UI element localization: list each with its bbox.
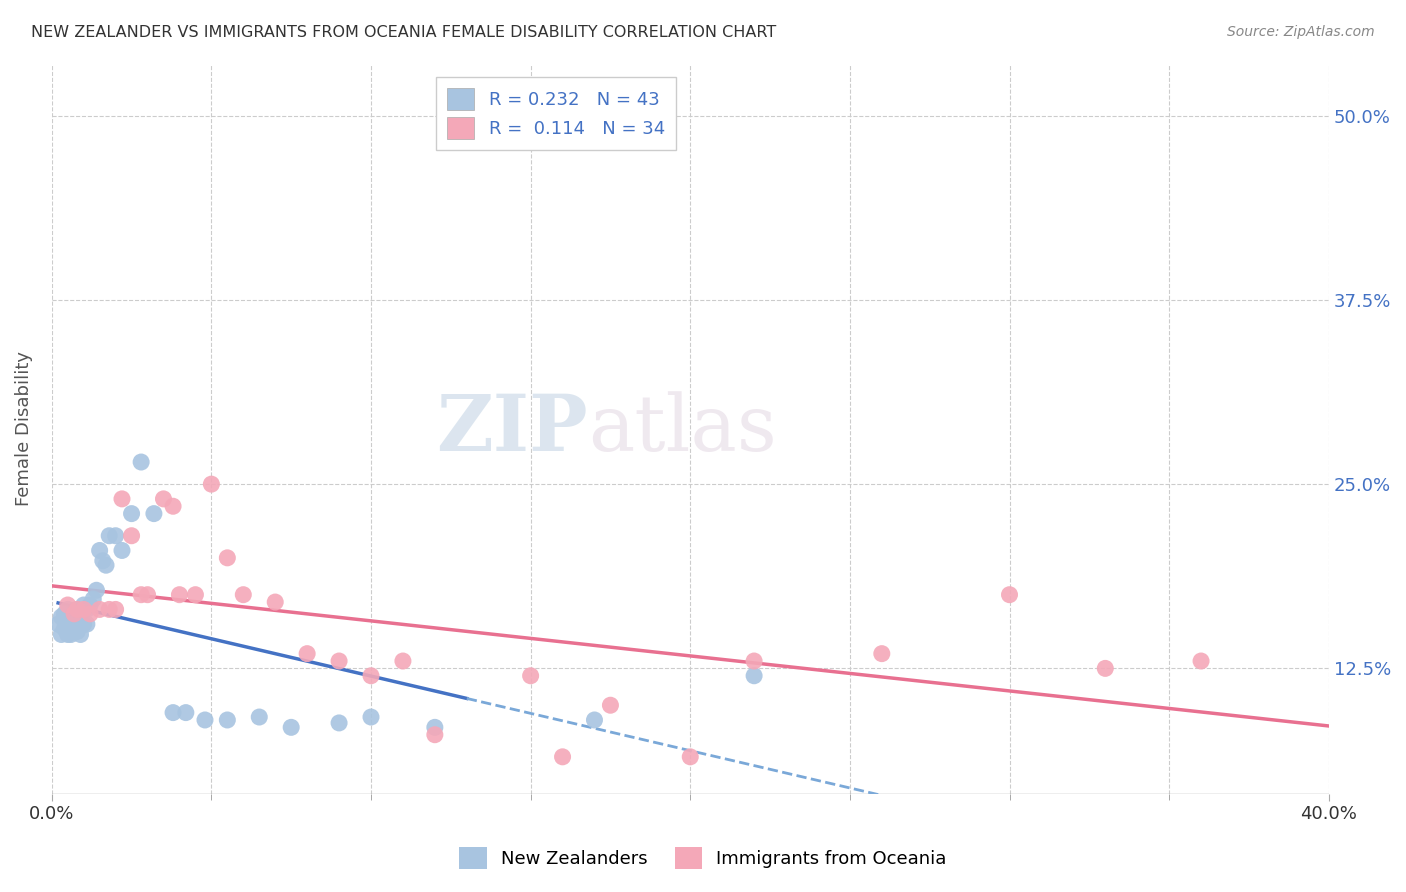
Legend: New Zealanders, Immigrants from Oceania: New Zealanders, Immigrants from Oceania: [450, 838, 956, 879]
Point: [104, 529, 127, 543]
Point: [1189, 654, 1212, 668]
Point: [79, 598, 101, 612]
Point: [998, 588, 1021, 602]
Point: [1094, 661, 1116, 675]
Point: [66, 602, 89, 616]
Point: [98, 602, 121, 616]
Point: [295, 647, 318, 661]
Text: ZIP: ZIP: [436, 391, 588, 467]
Text: NEW ZEALANDER VS IMMIGRANTS FROM OCEANIA FEMALE DISABILITY CORRELATION CHART: NEW ZEALANDER VS IMMIGRANTS FROM OCEANIA…: [31, 25, 776, 40]
Point: [328, 654, 350, 668]
Point: [280, 720, 302, 734]
Point: [392, 654, 415, 668]
Point: [217, 713, 239, 727]
Point: [91, 554, 114, 568]
Point: [152, 491, 174, 506]
Point: [73, 598, 96, 612]
Point: [232, 588, 254, 602]
Point: [111, 491, 134, 506]
Point: [89, 602, 111, 616]
Point: [56, 617, 79, 632]
Point: [82, 592, 104, 607]
Point: [69, 609, 91, 624]
Point: [51, 609, 73, 624]
Point: [174, 706, 197, 720]
Point: [162, 706, 184, 720]
Point: [136, 588, 159, 602]
Text: atlas: atlas: [588, 391, 778, 467]
Point: [184, 588, 207, 602]
Point: [89, 543, 111, 558]
Point: [742, 669, 765, 683]
Point: [66, 624, 89, 639]
Point: [679, 749, 702, 764]
Point: [583, 713, 606, 727]
Point: [59, 613, 82, 627]
Point: [79, 607, 101, 621]
Point: [169, 588, 191, 602]
Point: [53, 622, 76, 636]
Point: [129, 455, 152, 469]
Point: [217, 550, 239, 565]
Point: [264, 595, 287, 609]
Point: [360, 669, 382, 683]
Point: [200, 477, 222, 491]
Point: [423, 720, 446, 734]
Point: [73, 602, 96, 616]
Point: [104, 602, 127, 616]
Point: [56, 627, 79, 641]
Point: [129, 588, 152, 602]
Point: [328, 715, 350, 730]
Point: [162, 500, 184, 514]
Point: [66, 602, 89, 616]
Point: [247, 710, 270, 724]
Point: [63, 609, 86, 624]
Point: [46, 617, 69, 632]
Point: [51, 627, 73, 641]
Point: [69, 627, 91, 641]
Legend: R = 0.232   N = 43, R =  0.114   N = 34: R = 0.232 N = 43, R = 0.114 N = 34: [436, 77, 676, 150]
Point: [53, 607, 76, 621]
Point: [551, 749, 574, 764]
Point: [599, 698, 621, 713]
Point: [194, 713, 217, 727]
Point: [76, 617, 98, 632]
Point: [360, 710, 382, 724]
Point: [76, 602, 98, 616]
Point: [519, 669, 541, 683]
Point: [59, 627, 82, 641]
Point: [56, 598, 79, 612]
Point: [870, 647, 893, 661]
Point: [742, 654, 765, 668]
Point: [56, 602, 79, 616]
Point: [98, 529, 121, 543]
Text: Source: ZipAtlas.com: Source: ZipAtlas.com: [1227, 25, 1375, 39]
Point: [111, 543, 134, 558]
Point: [63, 624, 86, 639]
Point: [94, 558, 117, 573]
Point: [423, 728, 446, 742]
Point: [121, 529, 143, 543]
Y-axis label: Female Disability: Female Disability: [15, 351, 32, 507]
Point: [142, 507, 165, 521]
Point: [86, 583, 108, 598]
Point: [73, 617, 96, 632]
Point: [63, 607, 86, 621]
Point: [121, 507, 143, 521]
